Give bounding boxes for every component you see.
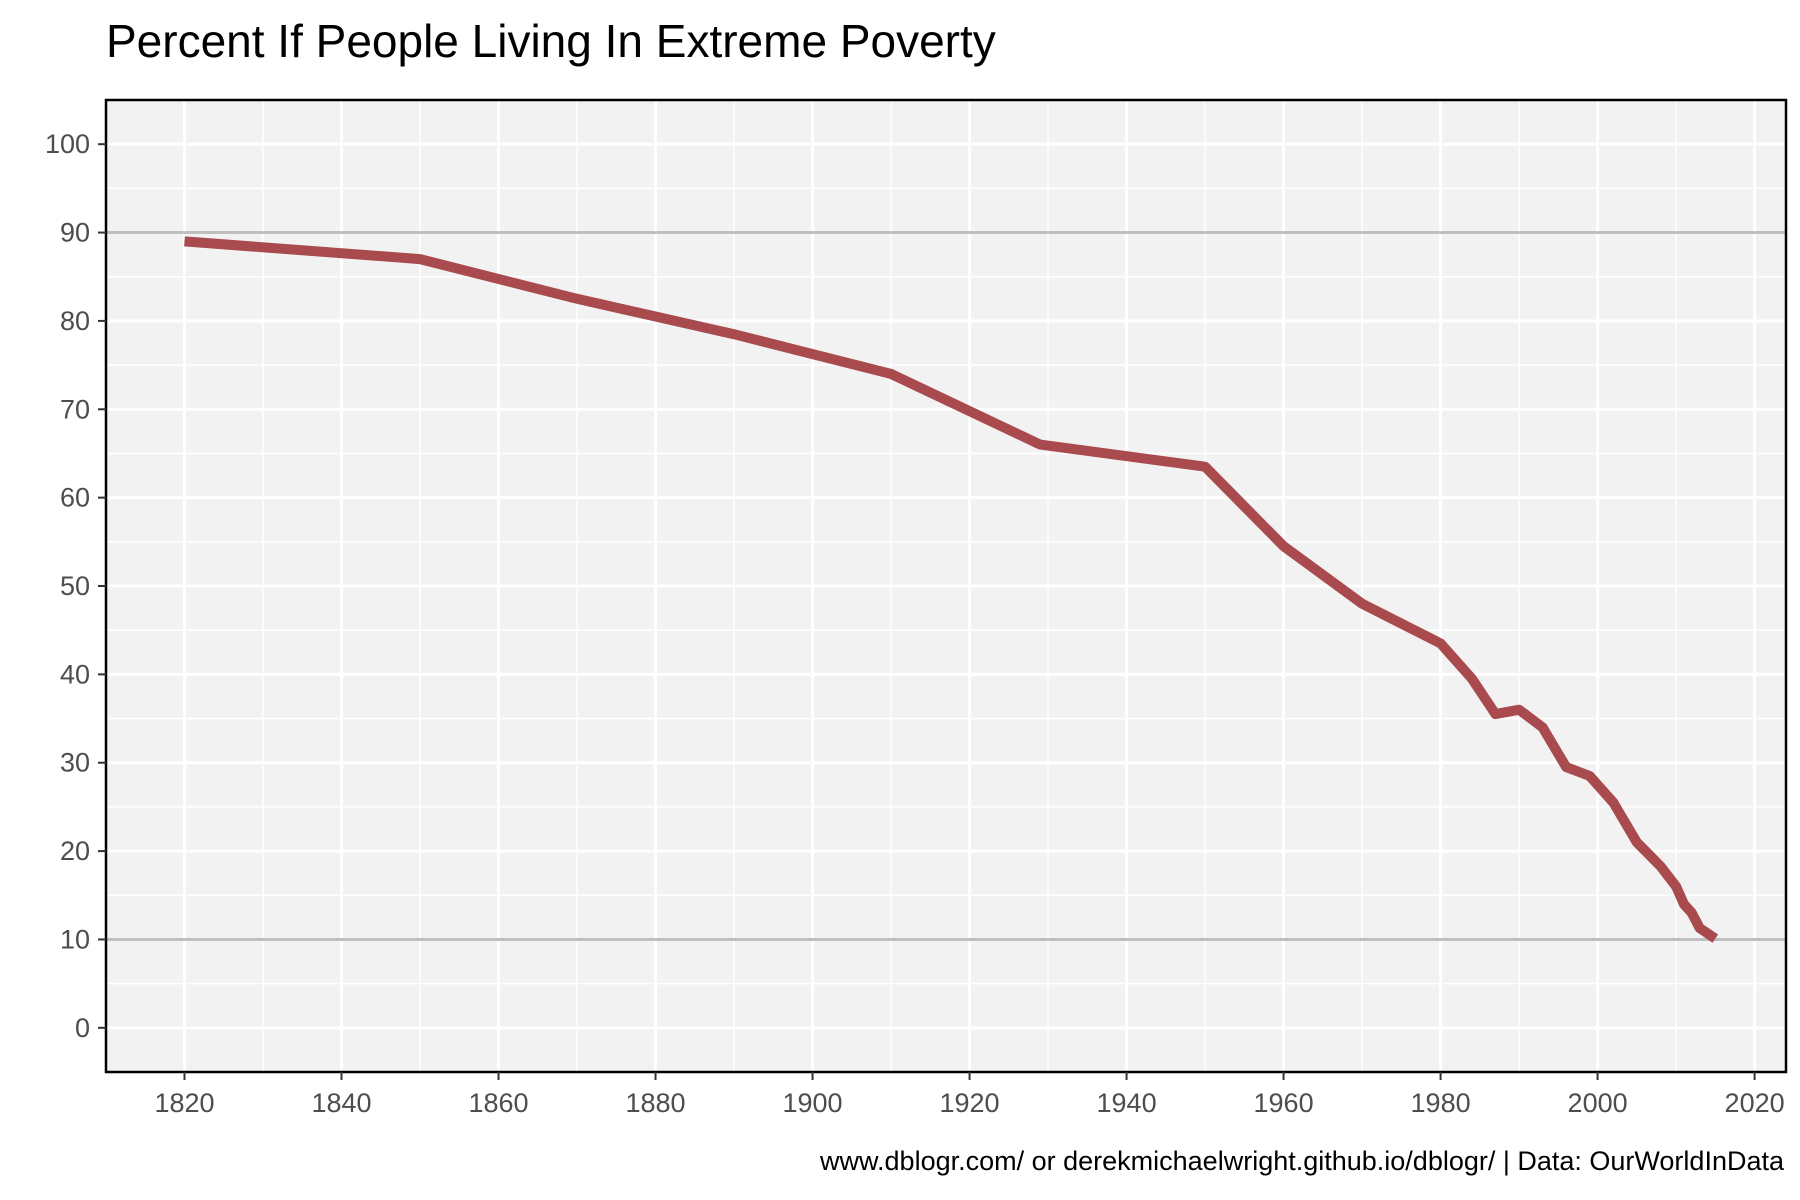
x-tick-label: 1920 (940, 1088, 1000, 1118)
x-tick-label: 1900 (783, 1088, 843, 1118)
x-tick-label: 1860 (468, 1088, 528, 1118)
y-tick-label: 80 (60, 306, 90, 336)
y-tick-label: 60 (60, 483, 90, 513)
chart-title: Percent If People Living In Extreme Pove… (106, 15, 996, 67)
y-tick-label: 30 (60, 748, 90, 778)
y-tick-label: 100 (45, 129, 90, 159)
y-tick-label: 40 (60, 659, 90, 689)
y-axis-tick-labels: 0 10 20 30 40 50 60 70 80 90 100 (45, 129, 90, 1043)
y-tick-label: 90 (60, 218, 90, 248)
x-tick-label: 2000 (1568, 1088, 1628, 1118)
x-tick-label: 1940 (1097, 1088, 1157, 1118)
y-tick-label: 50 (60, 571, 90, 601)
y-tick-label: 20 (60, 836, 90, 866)
x-axis-tick-labels: 1820 1840 1860 1880 1900 1920 1940 1960 1980 2000… (154, 1088, 1784, 1118)
reference-lines (106, 231, 1786, 941)
x-tick-label: 1960 (1254, 1088, 1314, 1118)
x-tick-label: 2020 (1725, 1088, 1785, 1118)
x-tick-label: 1980 (1411, 1088, 1471, 1118)
y-tick-label: 0 (75, 1013, 90, 1043)
x-tick-label: 1840 (311, 1088, 371, 1118)
y-tick-label: 70 (60, 394, 90, 424)
chart-caption: www.dblogr.com/ or derekmichaelwright.gi… (820, 1146, 1784, 1176)
axis-ticks (98, 143, 1756, 1080)
series-line-0 (184, 236, 1719, 943)
series-layer (184, 236, 1719, 943)
x-tick-label: 1880 (625, 1088, 685, 1118)
x-tick-label: 1820 (154, 1088, 214, 1118)
y-tick-label: 10 (60, 924, 90, 954)
